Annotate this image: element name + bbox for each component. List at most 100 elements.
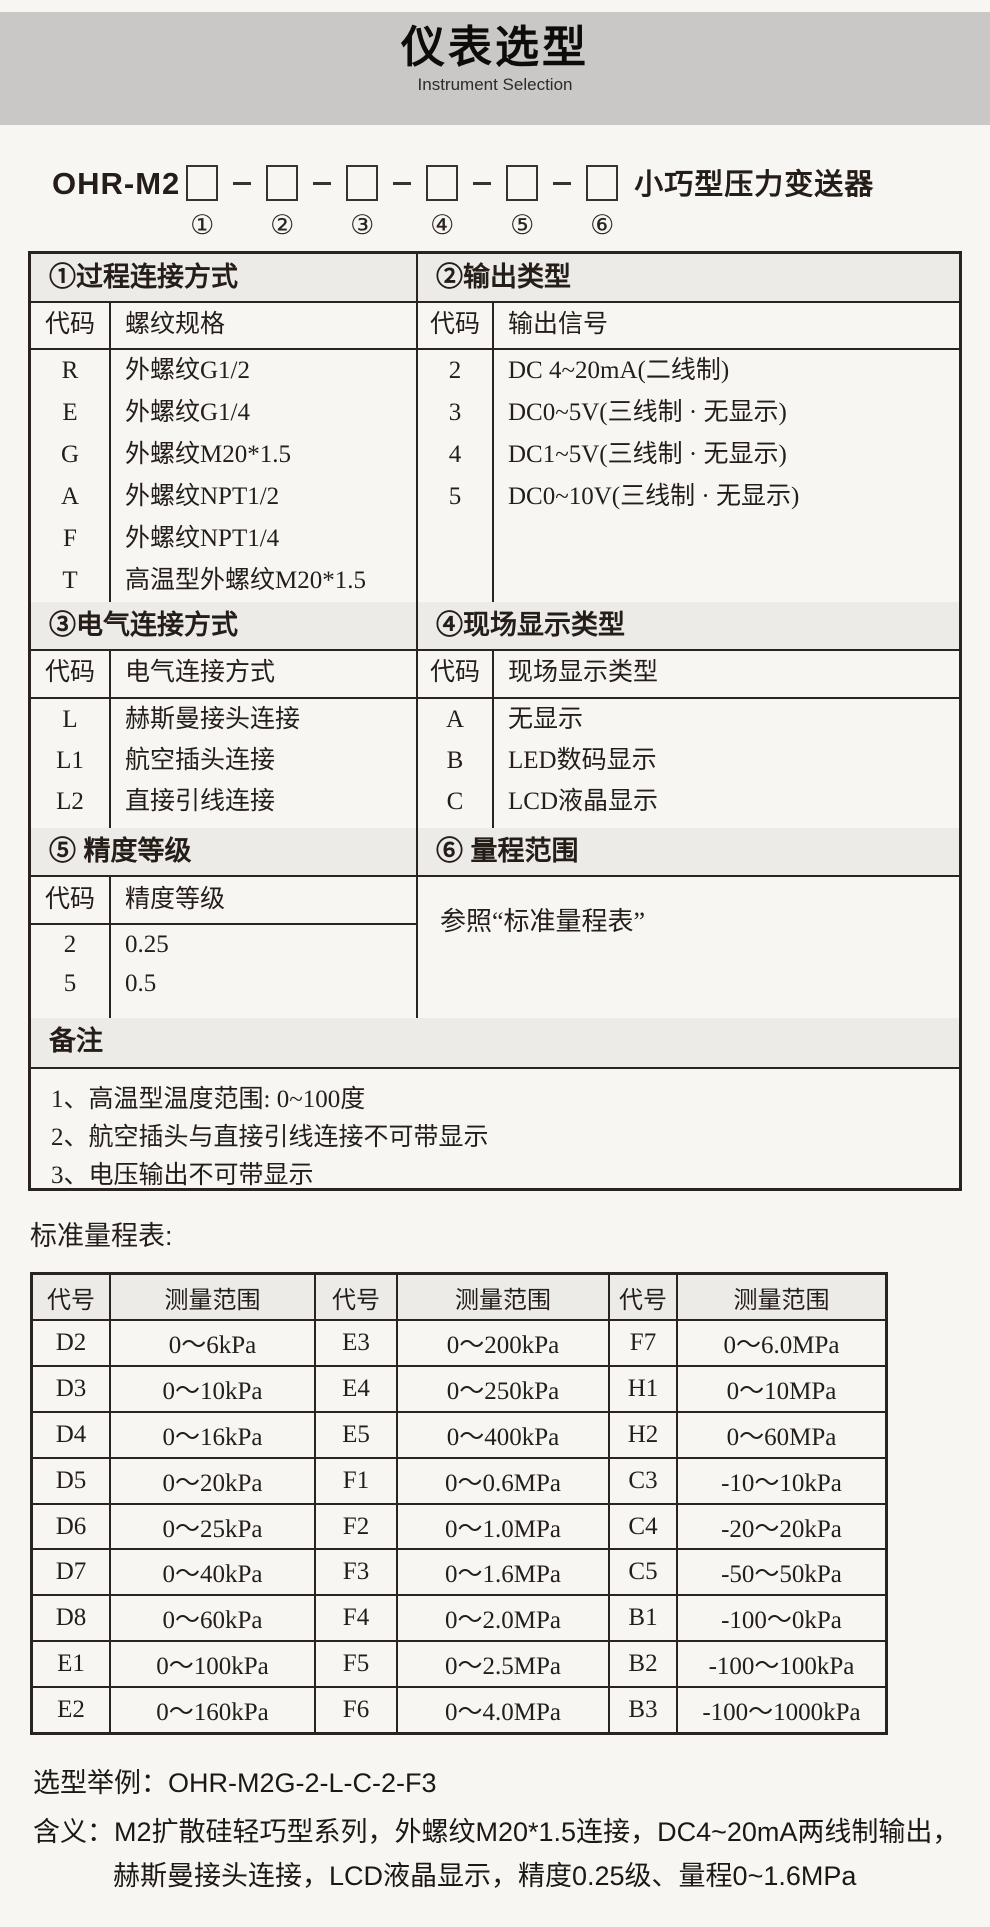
- range-header-row: 代号 测量范围 代号 测量范围 代号 测量范围: [33, 1275, 885, 1321]
- desc-cell: 外螺纹M20*1.5: [125, 441, 291, 468]
- range-cell: -20～20kPa: [721, 1515, 842, 1543]
- code-cell: R: [31, 350, 111, 392]
- table-row: 3 DC0~5V(三线制 · 无显示): [418, 392, 959, 434]
- range-cell: 0～4.0MPa: [398, 1688, 610, 1733]
- code-cell: F4: [316, 1596, 398, 1641]
- header-range: 测量范围: [398, 1275, 610, 1319]
- colhdr-left-1: 代码 螺纹规格: [31, 303, 418, 348]
- desc-cell: DC0~10V(三线制 · 无显示): [508, 483, 800, 510]
- table-row: 2 DC 4~20mA(二线制): [418, 350, 959, 392]
- range-cell: 0～6.0MPa: [723, 1331, 840, 1359]
- code-cell: C5: [610, 1550, 678, 1595]
- position-number-1: ①: [190, 210, 215, 240]
- desc-cell: DC0~5V(三线制 · 无显示): [508, 399, 787, 426]
- table-row: L2 直接引线连接: [31, 781, 416, 822]
- desc-cell: 赫斯曼接头连接: [125, 706, 301, 733]
- model-box-3: [346, 165, 379, 201]
- example-line-3: 赫斯曼接头连接，LCD液晶显示，精度0.25级、量程0~1.6MPa: [113, 1861, 857, 1891]
- range-cell: 0～16kPa: [111, 1412, 316, 1457]
- section-title-accuracy-class: ⑤ 精度等级: [31, 828, 418, 875]
- desc-cell: 直接引线连接: [125, 788, 276, 815]
- desc-cell: 外螺纹G1/2: [125, 357, 251, 384]
- desc-cell: 外螺纹NPT1/4: [125, 525, 280, 552]
- code-cell: D2: [33, 1321, 111, 1365]
- column-header-band-2: 代码 电气连接方式 代码 现场显示类型: [31, 651, 959, 697]
- table-row: F 外螺纹NPT1/4: [31, 518, 416, 560]
- output-type-rows: 2 DC 4~20mA(二线制) 3 DC0~5V(三线制 · 无显示) 4 D…: [418, 350, 959, 602]
- code-cell: F: [31, 518, 111, 560]
- code-cell: C3: [610, 1458, 678, 1503]
- page-subtitle: Instrument Selection: [417, 75, 573, 94]
- code-cell: E5: [316, 1412, 398, 1457]
- code-cell: F6: [316, 1688, 398, 1733]
- range-cell: 0～10kPa: [111, 1366, 316, 1411]
- code-cell: T: [31, 560, 111, 602]
- section-header-band-3: ⑤ 精度等级 ⑥ 量程范围: [31, 828, 959, 877]
- colhdr-right-2: 代码 现场显示类型: [418, 651, 959, 697]
- example-line-2: 含义：M2扩散硅轻巧型系列，外螺纹M20*1.5连接，DC4~20mA两线制输出…: [33, 1817, 960, 1847]
- dash-separator: [220, 165, 264, 185]
- table-row: C LCD液晶显示: [418, 781, 959, 822]
- code-cell: C: [418, 781, 494, 822]
- model-unit-2: ②: [264, 165, 300, 239]
- dash-separator: [300, 165, 344, 185]
- section-header-band-1: ①过程连接方式 ②输出类型: [31, 254, 959, 303]
- range-cell: 0～2.0MPa: [398, 1596, 610, 1641]
- model-box-5: [506, 165, 539, 201]
- range-cell: 0～1.0MPa: [398, 1504, 610, 1549]
- range-cell: -100～1000kPa: [702, 1699, 861, 1727]
- desc-cell: DC1~5V(三线制 · 无显示): [508, 441, 787, 468]
- model-prefix: OHR-M2: [52, 166, 181, 201]
- col-label-code: 代码: [418, 303, 494, 348]
- col-label-electrical-connection: 电气连接方式: [125, 659, 276, 686]
- header-range: 测量范围: [733, 1287, 830, 1314]
- model-unit-1: ①: [184, 165, 220, 239]
- desc-cell: 航空插头连接: [125, 747, 276, 774]
- col-label-code: 代码: [31, 651, 111, 697]
- code-cell: H2: [610, 1412, 678, 1457]
- code-cell: B1: [610, 1596, 678, 1641]
- note-line-1: 1、高温型温度范围: 0~100度: [51, 1086, 366, 1113]
- code-cell: D5: [33, 1458, 111, 1503]
- table-row: R 外螺纹G1/2: [31, 350, 416, 392]
- table-row: A 无显示: [418, 699, 959, 740]
- range-cell: -100～100kPa: [708, 1653, 855, 1681]
- range-cell: 0～20kPa: [111, 1458, 316, 1503]
- desc-cell: DC 4~20mA(二线制): [508, 357, 730, 384]
- code-cell: F5: [316, 1642, 398, 1687]
- col-label-output-signal: 输出信号: [508, 311, 609, 338]
- table-row: D7 0～40kPa F3 0～1.6MPa C5 -50～50kPa: [33, 1550, 885, 1597]
- table-row: D8 0～60kPa F4 0～2.0MPa B1 -100～0kPa: [33, 1596, 885, 1643]
- code-cell: E2: [33, 1688, 111, 1733]
- model-code: OHR-M2 ① ② ③ ④ ⑤ ⑥ 小巧型压力变送器: [52, 165, 874, 239]
- section-title-process-connection: ①过程连接方式: [31, 254, 418, 301]
- colhdr-row: 代码 输出信号: [418, 303, 959, 348]
- example-line-1: 选型举例：OHR-M2G-2-L-C-2-F3: [33, 1768, 437, 1798]
- process-connection-rows: R 外螺纹G1/2 E 外螺纹G1/4 G 外螺纹M20*1.5 A 外螺纹NP…: [31, 350, 418, 602]
- divider: [31, 348, 959, 350]
- empty-code-cell: [31, 822, 111, 828]
- col-label-display-type: 现场显示类型: [508, 659, 659, 686]
- dash-icon: [313, 182, 332, 185]
- empty-code-cell: [418, 518, 494, 602]
- range-cell: 0～160kPa: [111, 1688, 316, 1733]
- code-cell: B: [418, 740, 494, 781]
- code-cell: B3: [610, 1688, 678, 1733]
- range-cell: 0～1.6MPa: [398, 1550, 610, 1595]
- desc-cell: LCD液晶显示: [508, 788, 659, 815]
- code-cell: 3: [418, 392, 494, 434]
- accuracy-class-rows: 代码 精度等级 2 0.25 5 0.5: [31, 877, 418, 1018]
- table-row: D2 0～6kPa E3 0～200kPa F7 0～6.0MPa: [33, 1321, 885, 1367]
- table-row: E1 0～100kPa F5 0～2.5MPa B2 -100～100kPa: [33, 1642, 885, 1689]
- colhdr-row: 代码 精度等级: [31, 877, 416, 925]
- range-cell: 0～10MPa: [726, 1377, 837, 1405]
- code-cell: H1: [610, 1366, 678, 1411]
- column-header-band-1: 代码 螺纹规格 代码 输出信号: [31, 303, 959, 348]
- header-range: 测量范围: [111, 1275, 316, 1319]
- code-cell: E: [31, 392, 111, 434]
- code-cell: F7: [610, 1321, 678, 1365]
- range-cell: -100～0kPa: [721, 1607, 842, 1635]
- note-line-2: 2、航空插头与直接引线连接不可带显示: [51, 1124, 489, 1151]
- table-row: T 高温型外螺纹M20*1.5: [31, 560, 416, 602]
